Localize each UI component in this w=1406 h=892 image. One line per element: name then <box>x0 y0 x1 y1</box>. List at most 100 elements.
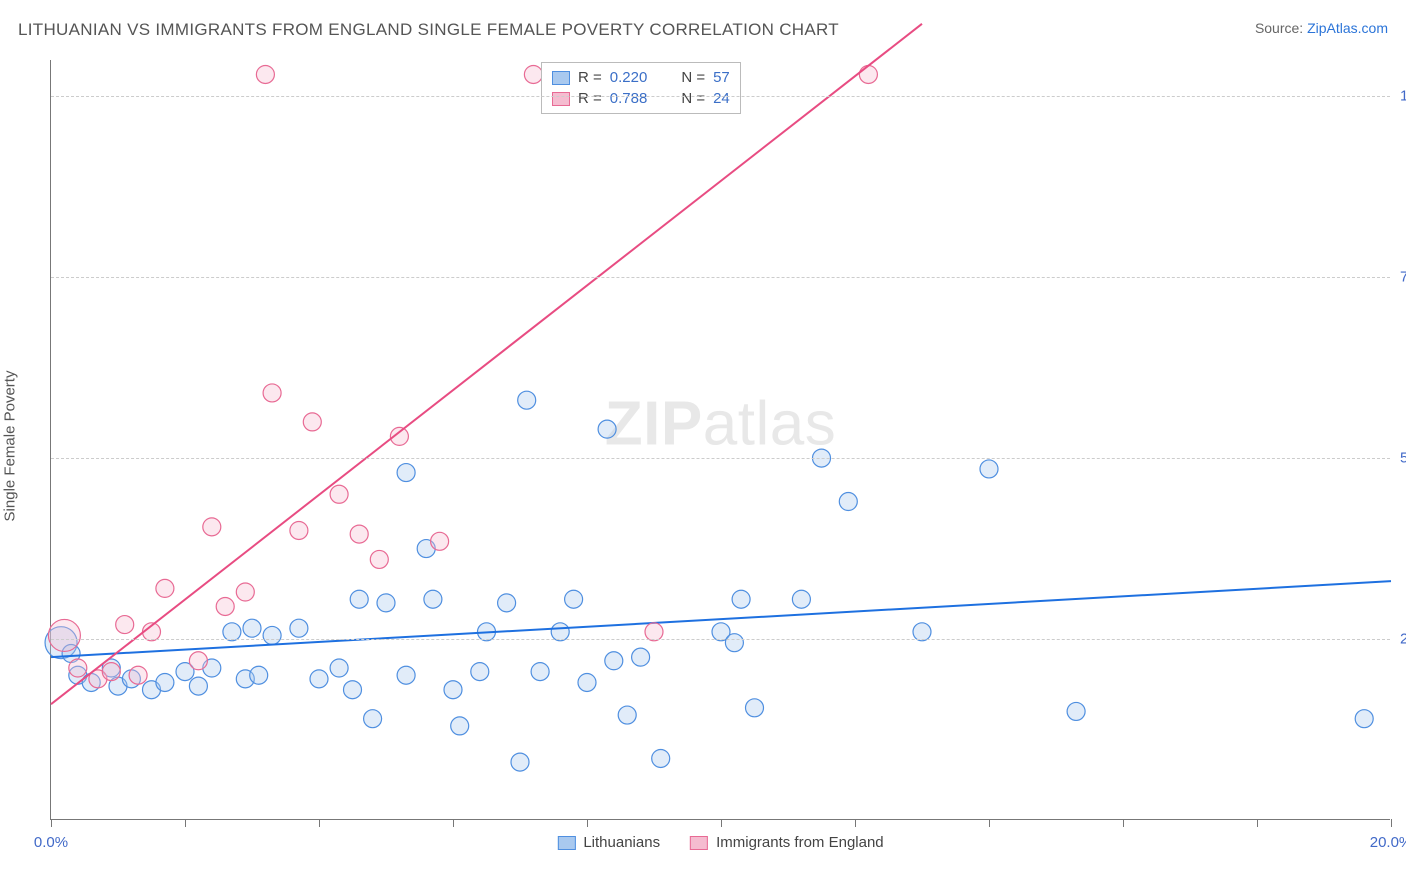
data-point <box>518 391 536 409</box>
data-point <box>263 384 281 402</box>
data-point <box>498 594 516 612</box>
legend-n-value: 57 <box>713 69 730 86</box>
data-point <box>129 666 147 684</box>
data-point <box>859 65 877 83</box>
legend-swatch <box>552 92 570 106</box>
data-point <box>364 710 382 728</box>
data-point <box>511 753 529 771</box>
x-tick <box>51 819 52 827</box>
data-point <box>980 460 998 478</box>
data-point <box>397 464 415 482</box>
data-point <box>330 485 348 503</box>
data-point <box>471 663 489 681</box>
data-point <box>431 532 449 550</box>
legend-n-value: 24 <box>713 90 730 107</box>
y-axis-label: Single Female Poverty <box>2 371 19 522</box>
gridline <box>51 639 1390 640</box>
data-point <box>203 518 221 536</box>
trend-line <box>51 24 922 704</box>
legend-label: Lithuanians <box>583 834 660 851</box>
legend-swatch <box>557 836 575 850</box>
data-point <box>263 626 281 644</box>
legend-label: Immigrants from England <box>716 834 884 851</box>
y-tick-label: 50.0% <box>1400 450 1406 467</box>
chart-title: LITHUANIAN VS IMMIGRANTS FROM ENGLAND SI… <box>18 20 839 40</box>
data-point <box>652 749 670 767</box>
x-tick <box>185 819 186 827</box>
data-point <box>189 677 207 695</box>
y-tick-label: 25.0% <box>1400 631 1406 648</box>
legend-n-label: N = <box>681 90 705 107</box>
data-point <box>303 413 321 431</box>
data-point <box>531 663 549 681</box>
x-tick-label: 20.0% <box>1370 834 1406 851</box>
x-tick <box>1123 819 1124 827</box>
data-point <box>565 590 583 608</box>
x-tick <box>587 819 588 827</box>
x-tick <box>1391 819 1392 827</box>
data-point <box>290 521 308 539</box>
legend-swatch <box>690 836 708 850</box>
data-point <box>250 666 268 684</box>
legend-n-label: N = <box>681 69 705 86</box>
data-point <box>116 616 134 634</box>
data-point <box>189 652 207 670</box>
data-point <box>48 619 80 651</box>
legend-r-label: R = <box>578 90 602 107</box>
data-point <box>350 525 368 543</box>
data-point <box>350 590 368 608</box>
data-point <box>216 597 234 615</box>
data-point <box>424 590 442 608</box>
source-prefix: Source: <box>1255 20 1307 36</box>
data-point <box>618 706 636 724</box>
series-legend: Lithuanians Immigrants from England <box>557 834 883 851</box>
data-point <box>102 663 120 681</box>
legend-swatch <box>552 71 570 85</box>
data-point <box>290 619 308 637</box>
data-point <box>632 648 650 666</box>
data-point <box>725 634 743 652</box>
data-point <box>451 717 469 735</box>
data-point <box>524 65 542 83</box>
plot-svg <box>51 60 1390 819</box>
x-tick-label: 0.0% <box>34 834 68 851</box>
data-point <box>732 590 750 608</box>
source-label: Source: ZipAtlas.com <box>1255 20 1388 36</box>
data-point <box>236 583 254 601</box>
gridline <box>51 458 1390 459</box>
gridline <box>51 277 1390 278</box>
data-point <box>1067 702 1085 720</box>
data-point <box>397 666 415 684</box>
plot-area: ZIPatlas R = 0.220N = 57R = 0.788N = 24 … <box>50 60 1390 820</box>
data-point <box>330 659 348 677</box>
x-tick <box>721 819 722 827</box>
data-point <box>344 681 362 699</box>
legend-item: Immigrants from England <box>690 834 884 851</box>
x-tick <box>319 819 320 827</box>
x-tick <box>989 819 990 827</box>
data-point <box>377 594 395 612</box>
x-tick <box>453 819 454 827</box>
data-point <box>605 652 623 670</box>
y-tick-label: 100.0% <box>1400 88 1406 105</box>
data-point <box>370 550 388 568</box>
data-point <box>156 673 174 691</box>
legend-r-label: R = <box>578 69 602 86</box>
legend-r-value: 0.788 <box>610 90 648 107</box>
legend-item: Lithuanians <box>557 834 660 851</box>
data-point <box>69 659 87 677</box>
data-point <box>598 420 616 438</box>
legend-row: R = 0.220 N = 57 <box>552 67 730 88</box>
source-link[interactable]: ZipAtlas.com <box>1307 20 1388 36</box>
x-tick <box>855 819 856 827</box>
data-point <box>839 493 857 511</box>
data-point <box>578 673 596 691</box>
legend-r-value: 0.220 <box>610 69 648 86</box>
data-point <box>310 670 328 688</box>
y-tick-label: 75.0% <box>1400 269 1406 286</box>
data-point <box>156 579 174 597</box>
data-point <box>243 619 261 637</box>
data-point <box>746 699 764 717</box>
data-point <box>792 590 810 608</box>
chart-container: LITHUANIAN VS IMMIGRANTS FROM ENGLAND SI… <box>0 0 1406 892</box>
